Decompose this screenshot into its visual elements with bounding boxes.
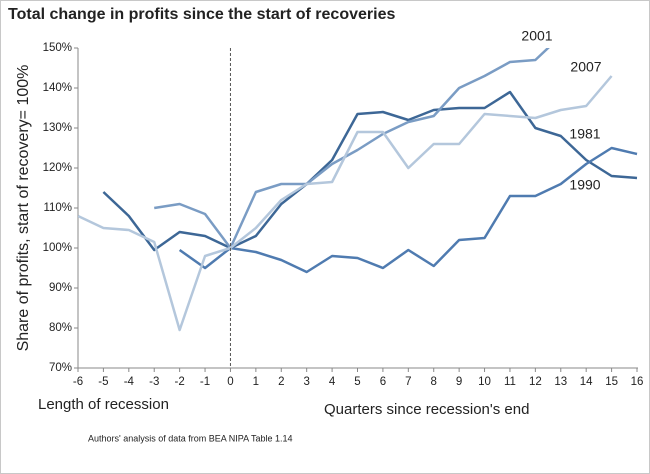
x-tick-label: 7 [405, 376, 411, 388]
x-tick-label: -3 [149, 376, 159, 388]
x-tick-label: -1 [200, 376, 210, 388]
x-tick-label: -2 [175, 376, 185, 388]
x-tick-label: 4 [329, 376, 336, 388]
x-tick-label: 11 [504, 376, 516, 388]
x-tick-label: -6 [73, 376, 83, 388]
x-tick-label: 13 [554, 376, 567, 388]
x-tick-label: 16 [631, 376, 644, 388]
series-label: 2007 [570, 59, 601, 75]
x-tick-label: -4 [124, 376, 135, 388]
y-tick-label: 70% [49, 362, 72, 374]
x-tick-label: 3 [303, 376, 309, 388]
x-tick-label: 5 [354, 376, 360, 388]
plot-area [78, 48, 638, 332]
series-line [102, 90, 638, 252]
series-label: 2001 [521, 28, 552, 44]
x-tick-label: 1 [253, 376, 259, 388]
y-tick-label: 120% [43, 162, 72, 174]
series-label: 1981 [569, 126, 600, 142]
x-axis-label-right: Quarters since recession's end [324, 401, 529, 418]
x-tick-label: 10 [478, 376, 491, 388]
y-tick-label: 110% [43, 202, 72, 214]
x-tick-label: 6 [380, 376, 386, 388]
series-line [78, 75, 613, 332]
y-tick-label: 100% [43, 242, 72, 254]
chart-title: Total change in profits since the start … [8, 6, 395, 23]
x-tick-label: 9 [456, 376, 462, 388]
y-tick-label: 80% [49, 322, 72, 334]
y-tick-label: 90% [49, 282, 72, 294]
y-tick-label: 130% [43, 122, 72, 134]
x-tick-label: -5 [98, 376, 108, 388]
x-tick-label: 8 [431, 376, 437, 388]
source-note: Authors' analysis of data from BEA NIPA … [88, 433, 293, 443]
x-tick-label: 2 [278, 376, 284, 388]
y-tick-label: 140% [43, 82, 72, 94]
x-tick-label: 12 [529, 376, 542, 388]
series-line [154, 48, 550, 250]
series-label: 1990 [569, 177, 600, 193]
y-axis-label: Share of profits, start of recovery= 100… [15, 65, 32, 352]
x-tick-label: 14 [580, 376, 593, 388]
x-tick-label: 0 [227, 376, 233, 388]
x-axis-label-left: Length of recession [38, 396, 169, 413]
series-line [178, 146, 638, 274]
x-tick-label: 15 [605, 376, 618, 388]
y-tick-label: 150% [43, 42, 72, 54]
